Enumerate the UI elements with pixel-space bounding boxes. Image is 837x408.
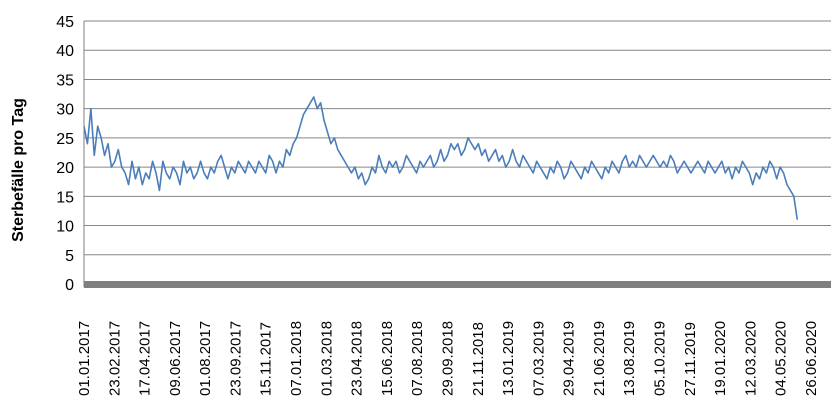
y-axis-label: Sterbefälle pro Tag — [10, 98, 27, 242]
x-tick-label: 15.06.2018 — [379, 321, 396, 396]
x-tick-label: 19.01.2020 — [712, 321, 729, 396]
y-tick-label: 20 — [56, 160, 74, 177]
y-tick-label: 10 — [56, 219, 74, 236]
x-tick-label: 13.08.2019 — [621, 321, 638, 396]
x-tick-label: 15.11.2017 — [258, 322, 275, 396]
x-tick-label: 29.04.2019 — [561, 321, 578, 396]
x-tick-label: 21.11.2018 — [470, 322, 487, 396]
x-tick-label: 01.01.2017 — [76, 321, 93, 396]
x-tick-label: 07.03.2019 — [530, 321, 547, 396]
y-tick-label: 40 — [56, 43, 74, 60]
series-layer — [83, 96, 799, 220]
x-tick-label: 23.02.2017 — [106, 321, 123, 396]
x-tick-label: 13.01.2019 — [500, 321, 517, 396]
x-tick-label: 26.06.2020 — [803, 321, 820, 396]
x-axis-bar — [84, 281, 831, 288]
y-tick-label: 30 — [56, 102, 74, 119]
x-tick-label: 17.04.2017 — [137, 321, 154, 396]
x-tick-label: 09.06.2017 — [167, 321, 184, 396]
y-tick-label: 35 — [56, 72, 74, 89]
series-line — [83, 96, 799, 220]
x-tick-label: 04.05.2020 — [773, 321, 790, 396]
y-tick-label: 25 — [56, 131, 74, 148]
x-tick-label: 23.09.2017 — [228, 321, 245, 396]
x-tick-label: 21.06.2019 — [591, 321, 608, 396]
y-tick-label: 15 — [56, 189, 74, 206]
x-tick-label: 27.11.2019 — [682, 322, 699, 396]
x-axis — [83, 21, 831, 288]
y-axis-ticks: 0 5 10 15 20 25 30 35 40 45 — [56, 14, 74, 294]
x-tick-label: 12.03.2020 — [742, 321, 759, 396]
y-tick-label: 5 — [65, 248, 74, 265]
x-tick-label: 07.01.2018 — [288, 321, 305, 396]
x-tick-label: 05.10.2019 — [652, 321, 669, 396]
x-tick-label: 23.04.2018 — [349, 321, 366, 396]
x-tick-label: 07.08.2018 — [409, 321, 426, 396]
y-tick-label: 45 — [56, 14, 74, 31]
x-tick-label: 01.08.2017 — [197, 321, 214, 396]
x-tick-label: 29.09.2018 — [440, 321, 457, 396]
y-tick-label: 0 — [65, 277, 74, 294]
x-axis-ticks: 01.01.2017 23.02.2017 17.04.2017 09.06.2017… — [76, 321, 820, 396]
gridlines — [84, 20, 831, 256]
x-tick-label: 01.03.2018 — [318, 321, 335, 396]
